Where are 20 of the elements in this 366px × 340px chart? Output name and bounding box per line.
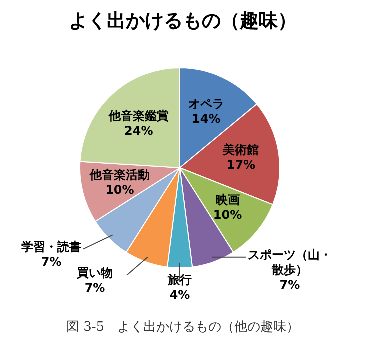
data-label: 7%	[41, 255, 62, 270]
data-label: 14%	[192, 112, 221, 126]
data-label: 10%	[106, 183, 134, 198]
data-label: 10%	[213, 208, 242, 222]
slice-label: 旅行	[168, 273, 192, 287]
data-label: 17%	[226, 158, 256, 172]
slice-label: 美術館	[223, 143, 260, 158]
slice-label: 買い物	[77, 266, 114, 280]
slice-label: 他音楽活動	[90, 168, 150, 182]
slice-label: スポーツ（山・散歩）	[248, 248, 332, 278]
slice-label: 他音楽鑑賞	[108, 109, 169, 124]
data-label: 4%	[170, 288, 190, 302]
chart-title: よく出かけるもの（趣味）	[68, 9, 298, 34]
data-label: 24%	[124, 124, 154, 138]
slice-label: 学習・読書	[22, 240, 82, 254]
data-label: 7%	[84, 281, 106, 296]
caption: 図 3-5 よく出かけるもの（他の趣味）	[65, 319, 301, 336]
slice-label: 映画	[216, 192, 240, 207]
data-label: 7%	[280, 278, 300, 292]
slice-label: オペラ	[188, 96, 224, 111]
